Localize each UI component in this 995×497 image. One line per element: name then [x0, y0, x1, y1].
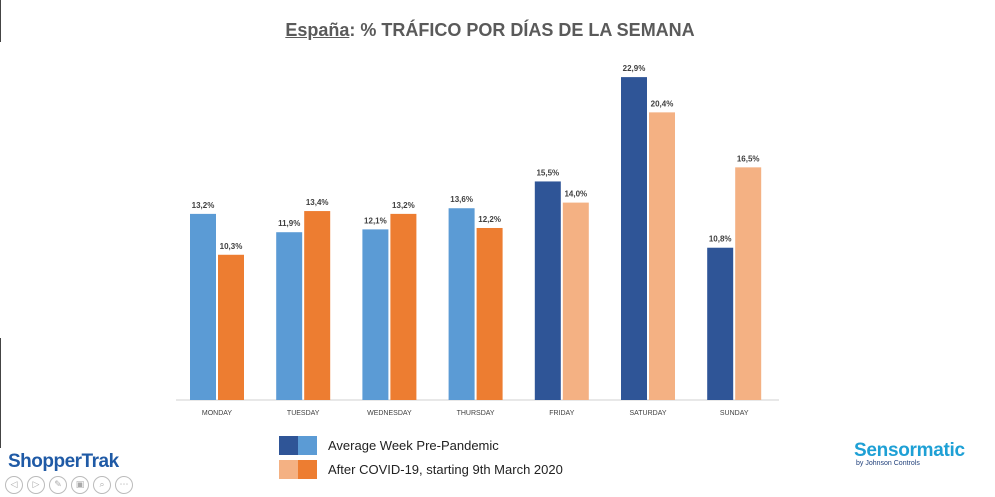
bar-monday-series-1: [218, 254, 244, 400]
more-icon[interactable]: ⋯: [115, 476, 133, 494]
bar-thursday-series-1: [476, 227, 503, 400]
bar-chart: 13,2% 10,3% MONDAY 11,9% 13,4% TUESDAY 12,1% 13…: [176, 64, 779, 417]
data-label-thursday-series-0: 13,6%: [450, 195, 473, 204]
data-label-sunday-series-1: 16,5%: [737, 154, 760, 163]
bar-thursday-series-0: [448, 208, 475, 400]
data-label-friday-series-1: 14,0%: [564, 190, 587, 199]
bar-wednesday-series-0: [362, 229, 389, 400]
legend-label-after-covid: After COVID-19, starting 9th March 2020: [328, 461, 563, 477]
bar-friday-series-0: [534, 181, 561, 400]
data-label-wednesday-series-0: 12,1%: [364, 216, 387, 225]
sensormatic-logo-sub: by Johnson Controls: [856, 460, 920, 467]
bar-sunday-series-1: [735, 167, 762, 400]
bar-monday-series-0: [190, 213, 216, 400]
left-edge-line-bottom: [0, 338, 1, 448]
bar-saturday-series-0: [621, 77, 647, 401]
shoppertrak-logo: ShopperTrak: [8, 451, 119, 472]
tick-label-sunday: SUNDAY: [720, 410, 749, 417]
title-rest: : % TRÁFICO POR DÍAS DE LA SEMANA: [349, 20, 695, 40]
tick-label-monday: MONDAY: [202, 410, 233, 417]
data-label-monday-series-0: 13,2%: [192, 201, 215, 210]
zoom-icon[interactable]: ⌕: [93, 476, 111, 494]
prev-icon[interactable]: ◁: [5, 476, 23, 494]
pen-icon[interactable]: ✎: [49, 476, 67, 494]
chart-legend: Average Week Pre-Pandemic After COVID-19…: [279, 434, 563, 482]
sensormatic-logo: Sensormatic by Johnson Controls: [854, 440, 965, 467]
data-label-thursday-series-1: 12,2%: [478, 215, 501, 224]
legend-item-pre-pandemic: Average Week Pre-Pandemic: [279, 434, 563, 456]
data-label-saturday-series-1: 20,4%: [651, 99, 674, 108]
bar-tuesday-series-1: [304, 211, 331, 400]
legend-label-pre-pandemic: Average Week Pre-Pandemic: [328, 437, 499, 453]
tick-label-wednesday: WEDNESDAY: [367, 410, 412, 417]
data-label-sunday-series-0: 10,8%: [709, 235, 732, 244]
next-icon[interactable]: ▷: [27, 476, 45, 494]
bar-friday-series-1: [562, 202, 589, 400]
data-label-tuesday-series-0: 11,9%: [278, 219, 300, 228]
tick-label-friday: FRIDAY: [549, 410, 574, 417]
bar-saturday-series-1: [649, 112, 675, 401]
data-label-wednesday-series-1: 13,2%: [392, 201, 415, 210]
tick-label-thursday: THURSDAY: [457, 410, 495, 417]
sensormatic-logo-text: Sensormatic: [854, 440, 965, 461]
left-edge-line-top: [0, 0, 1, 42]
data-label-monday-series-1: 10,3%: [220, 242, 243, 251]
legend-swatch-light-blue: [298, 435, 317, 455]
data-label-friday-series-0: 15,5%: [536, 168, 559, 177]
legend-swatch-dark-blue: [279, 435, 298, 455]
title-country: España: [285, 20, 350, 40]
slides-icon[interactable]: ▣: [71, 476, 89, 494]
data-label-saturday-series-0: 22,9%: [623, 64, 646, 73]
legend-swatch-light-orange: [279, 459, 298, 479]
bar-wednesday-series-1: [390, 213, 417, 400]
chart-title: España: % TRÁFICO POR DÍAS DE LA SEMANA: [0, 20, 980, 41]
tick-label-saturday: SATURDAY: [629, 410, 666, 417]
slideshow-controls: ◁ ▷ ✎ ▣ ⌕ ⋯: [5, 476, 133, 494]
bar-tuesday-series-0: [276, 232, 303, 400]
legend-item-after-covid: After COVID-19, starting 9th March 2020: [279, 458, 563, 480]
bar-sunday-series-0: [707, 247, 734, 400]
legend-swatch-orange: [298, 459, 317, 479]
tick-label-tuesday: TUESDAY: [287, 410, 320, 417]
data-label-tuesday-series-1: 13,4%: [306, 198, 329, 207]
